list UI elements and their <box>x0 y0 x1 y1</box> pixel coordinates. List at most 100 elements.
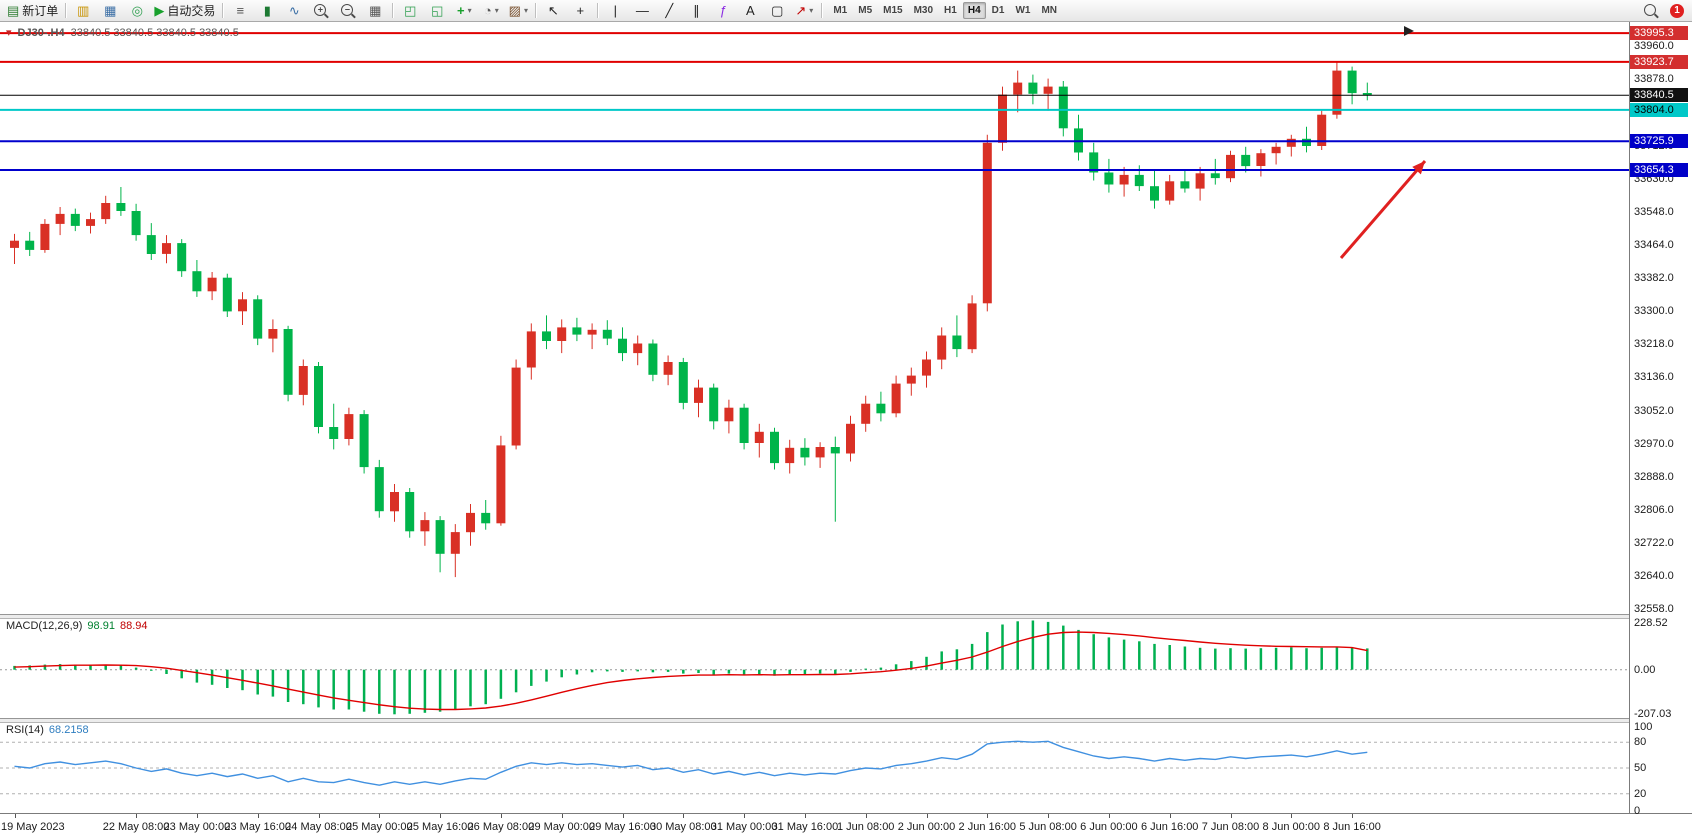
horizontal-line-button[interactable]: — <box>629 0 655 22</box>
time-axis-label: 25 May 00:00 <box>345 821 413 833</box>
periods-button[interactable]: ◔ ▾ <box>478 0 504 22</box>
price-tag-33840.5: 33840.5 <box>1630 88 1688 103</box>
candle-body <box>177 243 187 272</box>
price-tag-33995.3: 33995.3 <box>1630 26 1688 41</box>
tile-windows-button[interactable]: ▦ <box>362 0 388 22</box>
zoom-in-button[interactable]: + <box>308 0 334 22</box>
time-tick <box>440 814 442 818</box>
candle-body <box>70 213 80 226</box>
arrow-annotation[interactable] <box>1339 160 1427 259</box>
template-icon: ▨ <box>508 3 521 18</box>
timeframe-button-mn[interactable]: MN <box>1041 5 1057 16</box>
search-icon <box>1644 3 1656 16</box>
price-axis-label: 33878.0 <box>1634 73 1674 86</box>
market-watch-button[interactable]: ▥ <box>70 0 96 22</box>
toolbar-button-label: 新订单 <box>22 4 59 18</box>
timeframe-button-h1[interactable]: H1 <box>944 5 957 16</box>
auto-trading-button[interactable]: ▶ 自动交易 <box>151 0 218 22</box>
toolbar-separator <box>392 3 394 18</box>
price-axis-label: 32722.0 <box>1634 537 1674 550</box>
candle-body <box>633 343 643 354</box>
candlestick-chart-button[interactable]: ▮ <box>254 0 280 22</box>
candle-body <box>542 331 551 341</box>
price-axis[interactable]: 33960.033878.033712.033630.033548.033464… <box>1630 22 1692 817</box>
arrange-windows-button[interactable]: ◰ <box>397 0 423 22</box>
time-axis[interactable]: 19 May 2023 22 May 08:00 23 May 00:00 23 Ma… <box>0 813 1692 838</box>
macd-axis-label: 228.52 <box>1634 617 1668 629</box>
candle-body <box>967 303 977 350</box>
channel-icon: ∥ <box>693 3 700 18</box>
timeframe-button-h4[interactable]: H4 <box>962 2 986 19</box>
rsi-indicator-label: RSI(14) 68.2158 <box>6 724 89 736</box>
candle-body <box>207 277 217 292</box>
candle-body <box>86 219 95 226</box>
candle-body <box>891 383 901 414</box>
candle-body <box>1317 114 1327 146</box>
indicators-button[interactable]: + ▾ <box>451 0 477 22</box>
time-axis-label: 5 Jun 08:00 <box>1019 821 1077 833</box>
candle-body <box>694 387 703 403</box>
line-chart-button[interactable]: ∿ <box>281 0 307 22</box>
timeframe-button-d1[interactable]: D1 <box>991 5 1005 16</box>
toolbar: ▤ 新订单 ▥ ▦ ◎ ▶ 自动交易 ≡ ▮ ∿ + − ▦ ◰ ◱ + ▾ ◔ ▾ ▨ ▾ ↖ + | — ╱ ∥ ƒ A ▢ ↗ ▾ M1… <box>0 0 1692 22</box>
fibonacci-button[interactable]: ƒ <box>710 0 736 22</box>
candle-body <box>162 243 171 254</box>
trendline-button[interactable]: ╱ <box>656 0 682 22</box>
symbol-period-label: DJ30-.H4 <box>17 27 65 39</box>
candle-body <box>922 359 931 376</box>
candle-body <box>329 427 339 439</box>
macd-panel[interactable] <box>0 617 1630 718</box>
candle-body <box>526 331 536 368</box>
candle-body <box>10 240 19 248</box>
price-chart[interactable] <box>0 22 1630 614</box>
time-axis-label: 8 Jun 16:00 <box>1323 821 1381 833</box>
time-axis-label: 23 May 00:00 <box>163 821 231 833</box>
chart-shift-marker[interactable] <box>1404 26 1414 36</box>
candle-body <box>1150 186 1159 201</box>
candle-body <box>283 329 293 395</box>
timeframe-button-m5[interactable]: M5 <box>858 5 873 16</box>
zoom-out-button[interactable]: − <box>335 0 361 22</box>
text-button[interactable]: A <box>737 0 763 22</box>
candle-body <box>192 271 202 292</box>
arrows-button[interactable]: ↗ ▾ <box>791 0 817 22</box>
notification-badge[interactable]: 1 <box>1670 3 1684 18</box>
rsi-panel[interactable] <box>0 721 1630 813</box>
macd-signal-line <box>14 631 1368 711</box>
time-tick <box>1048 814 1050 818</box>
timeframe-button-m1[interactable]: M1 <box>833 5 848 16</box>
cursor-button[interactable]: ↖ <box>540 0 566 22</box>
crosshair-button[interactable]: + <box>567 0 593 22</box>
candle-body <box>1226 154 1235 179</box>
auto-arrange-button[interactable]: ◱ <box>424 0 450 22</box>
data-window-button[interactable]: ▦ <box>97 0 123 22</box>
search-button[interactable] <box>1638 0 1664 22</box>
channel-button[interactable]: ∥ <box>683 0 709 22</box>
new-order-button[interactable]: ▤ 新订单 <box>4 0 61 22</box>
shapes-button[interactable]: ▢ <box>764 0 790 22</box>
candle-body <box>1119 174 1129 185</box>
timeframe-button-w1[interactable]: W1 <box>1015 5 1031 16</box>
candle-body <box>587 329 597 335</box>
navigator-button[interactable]: ◎ <box>124 0 150 22</box>
rsi-axis-label: 80 <box>1634 736 1647 749</box>
panel-separator[interactable] <box>0 614 1692 619</box>
crosshair-icon: + <box>576 3 585 18</box>
rsi-axis-label: 20 <box>1634 787 1647 800</box>
timeframe-button-m30[interactable]: M30 <box>913 5 934 16</box>
toolbar-separator <box>597 3 599 18</box>
timeframe-button-m15[interactable]: M15 <box>883 5 903 16</box>
panel-separator[interactable] <box>0 718 1692 723</box>
candle-body <box>648 343 658 375</box>
candle-body <box>435 520 445 554</box>
vertical-line-button[interactable]: | <box>602 0 628 22</box>
time-axis-label: 2 Jun 00:00 <box>897 821 956 833</box>
bar-chart-button[interactable]: ≡ <box>227 0 253 22</box>
chart-symbol-label: ▾ DJ30-.H4 33840.5 33840.5 33840.5 33840… <box>6 27 239 39</box>
market-watch-icon: ▥ <box>77 3 90 18</box>
templates-button[interactable]: ▨ ▾ <box>505 0 531 22</box>
candle-body <box>146 235 156 254</box>
macd-main-value: 98.91 <box>87 620 115 632</box>
macd-indicator-label: MACD(12,26,9) 98.91 88.94 <box>6 620 147 632</box>
one-click-trading-toggle[interactable]: ▾ <box>6 26 12 39</box>
